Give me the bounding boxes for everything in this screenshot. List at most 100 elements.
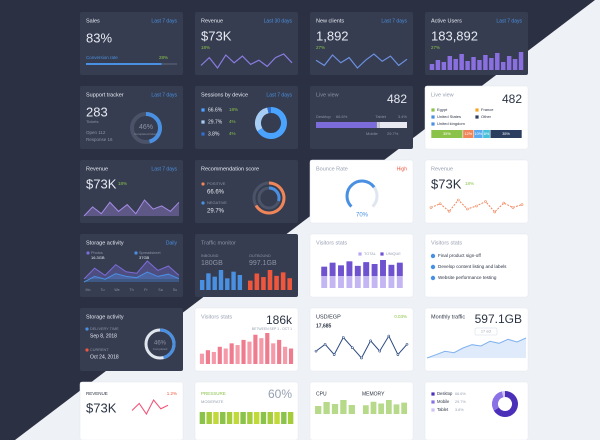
spark-dot: [502, 201, 506, 205]
label: 18%: [118, 181, 127, 186]
bar: [506, 56, 512, 70]
label: 3.4%: [398, 114, 408, 119]
bar: [471, 57, 476, 70]
bar: [477, 60, 482, 70]
bar: [265, 333, 270, 364]
card-background: [424, 307, 529, 372]
label: 35%: [443, 132, 451, 136]
bar: [206, 412, 212, 424]
label: Last 7 days: [381, 18, 407, 24]
spark-dot: [511, 206, 515, 209]
label: Storage activity: [86, 240, 124, 246]
bar: [323, 402, 330, 414]
bar: [235, 345, 240, 364]
legend-dot: [86, 251, 90, 255]
bar: [229, 343, 234, 364]
bar: [321, 266, 328, 276]
bar: [371, 265, 378, 288]
legend-swatch: [431, 122, 435, 126]
card-background: [424, 159, 529, 224]
label: Active Users: [431, 18, 462, 24]
bar: [396, 264, 403, 288]
card: Storage activity DELIVERY TIME Sep 8, 2018…: [80, 308, 183, 371]
segment: [490, 130, 522, 138]
label: Th: [129, 288, 133, 292]
spark-dot: [447, 209, 451, 213]
bar: [495, 53, 500, 70]
label: Storage activity: [86, 314, 124, 320]
card-background: [309, 233, 414, 298]
label: 18%: [201, 45, 210, 50]
arc: [257, 107, 287, 139]
label: Completed: [153, 347, 168, 351]
label: 27%: [431, 45, 440, 50]
bar: [287, 278, 293, 290]
card: Sales Last 7 days 83% Conversion rate 28%: [80, 12, 183, 75]
bar: [213, 412, 219, 424]
bar: [274, 275, 279, 290]
label: 0.03%: [394, 314, 407, 319]
bar: [226, 412, 233, 424]
card-background: [79, 381, 184, 440]
spark-dot: [360, 356, 363, 360]
segment: [431, 130, 463, 138]
arc: [493, 391, 518, 417]
label: Spreadsheet: [139, 251, 161, 255]
arc: [268, 186, 281, 202]
label: 29.7%: [387, 131, 399, 136]
card-background: [309, 307, 414, 372]
legend-swatch: [431, 408, 435, 412]
label: TOTAL: [364, 252, 376, 256]
label: 66.6%: [208, 107, 223, 113]
bar: [338, 267, 344, 288]
card: Recommendation score POSITIVE 66.6% NEGATIV…: [195, 160, 298, 223]
card-background: [80, 12, 183, 75]
label: OUTBOUND: [249, 254, 271, 258]
label: Fr: [144, 288, 148, 292]
bar: [354, 268, 361, 288]
segment: [316, 122, 377, 128]
legend-swatch: [380, 252, 384, 256]
label: Su: [173, 288, 177, 292]
label: Live view: [431, 92, 454, 98]
spark-area: [84, 261, 179, 279]
label: Other: [481, 114, 492, 119]
card: REVENUE $73K 1.2%: [79, 381, 184, 440]
spark-line: [315, 53, 408, 69]
card: Visitors stats TOTAL UNIQUE: [309, 233, 414, 298]
spark-dot: [484, 200, 487, 203]
label: Desktop: [316, 114, 331, 119]
label: 60%: [268, 387, 292, 401]
legend-swatch: [201, 132, 205, 136]
bar: [315, 406, 322, 414]
spark-dot: [351, 346, 354, 349]
legend-swatch: [201, 120, 205, 124]
arc: [492, 391, 504, 411]
bar: [206, 273, 211, 290]
task-icon: [430, 275, 436, 281]
card-background: [310, 12, 413, 75]
label: 283: [86, 104, 108, 119]
label: Desktop: [437, 391, 453, 396]
legend-dot: [201, 201, 205, 205]
legend-dot: [85, 327, 89, 331]
label: Traffic monitor: [201, 240, 236, 246]
label: 17 oct: [481, 330, 492, 334]
spark-line: [83, 271, 180, 283]
card-background: [195, 12, 298, 75]
card-background: [194, 381, 299, 440]
label: New clients: [316, 18, 344, 24]
label: 3.8%: [208, 131, 220, 137]
card: Live view 482 Egypt France United States Othe…: [424, 85, 529, 150]
label: 37GB: [139, 255, 150, 260]
label: 482: [502, 92, 522, 106]
label: Egypt: [437, 107, 448, 112]
bar: [287, 412, 294, 424]
bar: [223, 348, 228, 364]
bar: [346, 261, 353, 276]
label: 46%: [139, 124, 153, 131]
spark-dot: [314, 349, 318, 353]
card: Active Users Last 7 days 183,892 27%: [425, 12, 528, 75]
arc: [255, 107, 269, 132]
